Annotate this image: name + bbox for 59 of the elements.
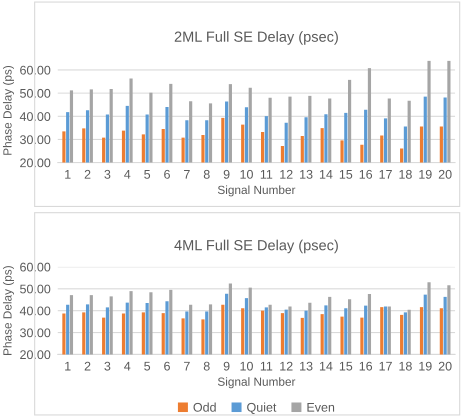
x-axis-title: Signal Number <box>218 185 296 196</box>
x-tick-label: 7 <box>184 170 190 179</box>
x-tick-label: 12 <box>280 170 293 179</box>
x-tick-label: 18 <box>399 170 412 179</box>
y-tick-label: 60.00 <box>20 262 50 272</box>
x-tick-label: 15 <box>340 362 352 371</box>
x-tick-label: 5 <box>144 362 150 371</box>
x-tick-label: 8 <box>204 362 210 371</box>
x-tick-label: 19 <box>419 362 432 371</box>
x-tick-label: 16 <box>360 170 372 179</box>
y-tick-label: 30.00 <box>20 328 50 338</box>
y-tick-label: 40.00 <box>20 306 50 316</box>
chart-title: 4ML Full SE Delay (psec) <box>174 240 338 254</box>
x-tick-label: 13 <box>300 362 312 371</box>
y-tick-label: 20.00 <box>20 158 50 168</box>
x-tick-label: 14 <box>320 362 333 370</box>
x-tick-label: 11 <box>260 170 272 179</box>
x-tick-label: 1 <box>65 170 71 179</box>
x-tick-label: 4 <box>124 362 130 370</box>
x-tick-label: 4 <box>124 170 130 179</box>
x-tick-label: 3 <box>104 170 110 179</box>
x-tick-label: 16 <box>360 362 372 371</box>
x-tick-label: 2 <box>84 362 90 370</box>
x-tick-label: 20 <box>438 170 452 179</box>
x-tick-label: 3 <box>104 362 110 371</box>
x-tick-label: 1 <box>65 362 71 370</box>
legend-label: Even <box>307 403 334 412</box>
x-axis-title: Signal Number <box>218 377 296 388</box>
x-tick-label: 17 <box>380 170 392 179</box>
x-tick-label: 2 <box>84 170 90 179</box>
y-tick-label: 40.00 <box>20 112 50 121</box>
x-tick-label: 10 <box>240 170 253 179</box>
x-tick-label: 6 <box>164 362 170 371</box>
x-tick-label: 9 <box>224 170 230 179</box>
legend-label: Odd <box>194 402 216 412</box>
x-tick-label: 14 <box>320 170 333 179</box>
x-tick-label: 13 <box>300 170 312 179</box>
x-tick-label: 7 <box>184 362 190 370</box>
y-tick-label: 50.00 <box>20 88 50 98</box>
x-tick-label: 18 <box>399 362 412 371</box>
x-tick-label: 8 <box>204 170 210 179</box>
x-tick-label: 12 <box>280 362 293 370</box>
x-tick-label: 5 <box>144 170 150 179</box>
y-tick-label: 60.00 <box>20 66 50 75</box>
y-axis-title: Phase Delay (ps) <box>2 66 14 155</box>
chart-title: 2ML Full SE Delay (psec) <box>174 31 338 45</box>
x-tick-label: 6 <box>164 170 170 179</box>
y-tick-label: 20.00 <box>20 350 50 360</box>
x-tick-label: 9 <box>224 362 230 371</box>
x-tick-label: 20 <box>438 362 452 371</box>
x-tick-label: 19 <box>419 170 432 179</box>
legend-label: Quiet <box>247 402 276 414</box>
y-tick-label: 30.00 <box>20 135 50 144</box>
x-tick-label: 10 <box>240 362 253 371</box>
x-tick-label: 15 <box>340 170 352 179</box>
x-tick-label: 11 <box>260 362 272 370</box>
y-axis-title: Phase Delay (ps) <box>2 266 14 355</box>
x-tick-label: 17 <box>380 362 392 370</box>
y-tick-label: 50.00 <box>20 284 50 294</box>
